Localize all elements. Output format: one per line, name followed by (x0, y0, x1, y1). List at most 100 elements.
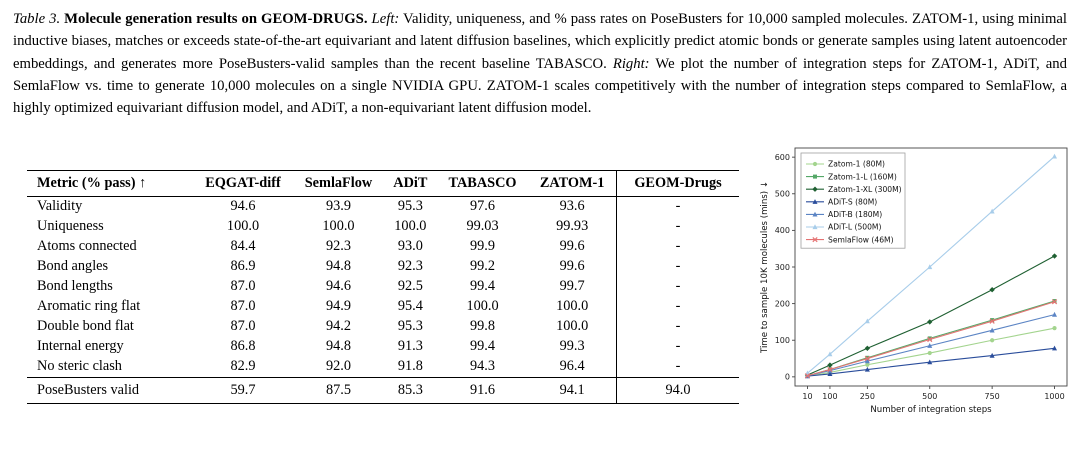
metric-value: 94.8 (325, 338, 351, 355)
data-marker (989, 327, 995, 333)
y-tick-label: 200 (775, 299, 790, 308)
metric-value: 92.3 (325, 238, 351, 255)
metric-value: 99.3 (559, 338, 585, 355)
metric-value: 95.3 (397, 198, 423, 215)
metric-value: 92.3 (397, 258, 423, 275)
metric-value: 59.7 (230, 381, 256, 398)
x-tick-label: 10 (802, 392, 812, 401)
table-row: Aromatic ring flat 87.0 94.9 95.4 100.0 100.0… (27, 296, 739, 317)
data-marker (812, 224, 818, 229)
x-tick-label: 1000 (1044, 392, 1064, 401)
metric-value: 99.7 (559, 278, 585, 295)
metric-name: Uniqueness (37, 218, 104, 235)
data-marker (1052, 153, 1058, 159)
y-axis-label: Time to sample 10K molecules (mins) ↓ (760, 181, 770, 354)
y-tick-label: 300 (775, 263, 790, 272)
data-marker (989, 208, 995, 214)
metric-value: 100.0 (556, 318, 589, 335)
metric-value: 99.4 (470, 338, 496, 355)
table-row: Bond angles 86.9 94.8 92.3 99.2 99.6 - (27, 256, 739, 277)
y-tick-label: 600 (775, 153, 790, 162)
metric-value: 93.0 (397, 238, 423, 255)
table-row: Validity 94.6 93.9 95.3 97.6 93.6 - (27, 196, 739, 217)
data-marker (989, 352, 995, 358)
metric-name: Double bond flat (37, 318, 134, 335)
metric-value: - (616, 316, 739, 337)
y-tick-label: 0 (785, 372, 790, 381)
metric-value: - (616, 336, 739, 357)
table-row: Uniqueness 100.0 100.0 100.0 99.03 99.93 - (27, 216, 739, 237)
table-row: Internal energy 86.8 94.8 91.3 99.4 99.3 - (27, 336, 739, 357)
metric-value: 96.4 (559, 358, 585, 375)
data-marker (927, 350, 932, 355)
column-header: SemlaFlow (304, 174, 373, 191)
data-marker (812, 198, 818, 204)
metric-value: - (616, 196, 739, 217)
table-row: Atoms connected 84.4 92.3 93.0 99.9 99.6 - (27, 236, 739, 257)
metric-value: 92.5 (397, 278, 423, 295)
metric-value: 100.0 (394, 218, 427, 235)
data-marker (812, 186, 818, 192)
metric-value: 85.3 (397, 381, 423, 398)
data-marker (813, 174, 817, 179)
data-marker (989, 286, 995, 293)
x-tick-label: 500 (922, 392, 937, 401)
metric-value: 94.8 (325, 258, 351, 275)
results-table-container: Metric (% pass) ↑ EQGAT-diff SemlaFlow ADiT… (27, 169, 739, 404)
metric-value: 84.4 (230, 238, 256, 255)
data-marker (812, 211, 818, 217)
metric-value: - (616, 276, 739, 297)
data-marker (1052, 345, 1058, 351)
caption-left-text: Validity, uniqueness, and % pass rates o… (13, 11, 1067, 72)
data-marker (1051, 253, 1058, 259)
series-line (807, 327, 1055, 377)
metric-value: 82.9 (230, 358, 256, 375)
metric-value: 86.8 (230, 338, 256, 355)
metric-value: - (616, 296, 739, 317)
metric-name: Validity (37, 198, 83, 215)
legend-label: ADiT-B (180M) (828, 210, 882, 219)
data-marker (1052, 311, 1058, 317)
metric-value: 100.0 (556, 298, 589, 315)
data-marker (927, 264, 933, 269)
metric-name: PoseBusters valid (37, 381, 140, 398)
y-tick-label: 400 (775, 226, 790, 235)
series-line (807, 155, 1055, 374)
x-axis-label: Number of integration steps (870, 405, 992, 415)
series-line (807, 347, 1055, 377)
table-caption: Table 3. Molecule generation results on … (13, 8, 1067, 120)
legend-label: Zatom-1-L (160M) (828, 172, 897, 181)
metric-value: 86.9 (230, 258, 256, 275)
metric-value: 100.0 (226, 218, 260, 235)
column-header: ZATOM-1 (539, 174, 605, 191)
metric-value: 91.8 (397, 358, 423, 375)
metric-value: 93.6 (559, 198, 585, 215)
metric-value: 99.2 (470, 258, 496, 275)
x-tick-label: 100 (822, 392, 837, 401)
metric-value: 95.4 (397, 298, 423, 315)
series-line (807, 255, 1055, 376)
metric-value: 100.0 (322, 218, 355, 235)
data-marker (864, 355, 870, 361)
metric-name: Bond angles (37, 258, 109, 275)
metric-value: 94.6 (230, 198, 256, 215)
legend-label: SemlaFlow (46M) (828, 235, 894, 244)
column-header: Metric (% pass) ↑ (37, 174, 147, 191)
metric-value: 94.9 (325, 298, 351, 315)
data-marker (827, 370, 833, 376)
metric-name: Bond lengths (37, 278, 113, 295)
metric-value: 95.3 (397, 318, 423, 335)
data-marker (927, 318, 933, 325)
data-marker (927, 336, 933, 342)
table-row: No steric clash 82.9 92.0 91.8 94.3 96.4 - (27, 356, 739, 378)
metric-value: 87.0 (230, 298, 256, 315)
x-tick-label: 250 (860, 392, 875, 401)
metric-value: 100.0 (466, 298, 499, 315)
data-marker (827, 366, 833, 372)
results-table: Metric (% pass) ↑ EQGAT-diff SemlaFlow ADiT… (27, 169, 739, 404)
metric-name: Atoms connected (37, 238, 137, 255)
metric-value: 91.3 (397, 338, 423, 355)
legend-label: Zatom-1 (80M) (828, 159, 885, 168)
caption-right-text: We plot the number of integration steps … (13, 55, 1067, 117)
